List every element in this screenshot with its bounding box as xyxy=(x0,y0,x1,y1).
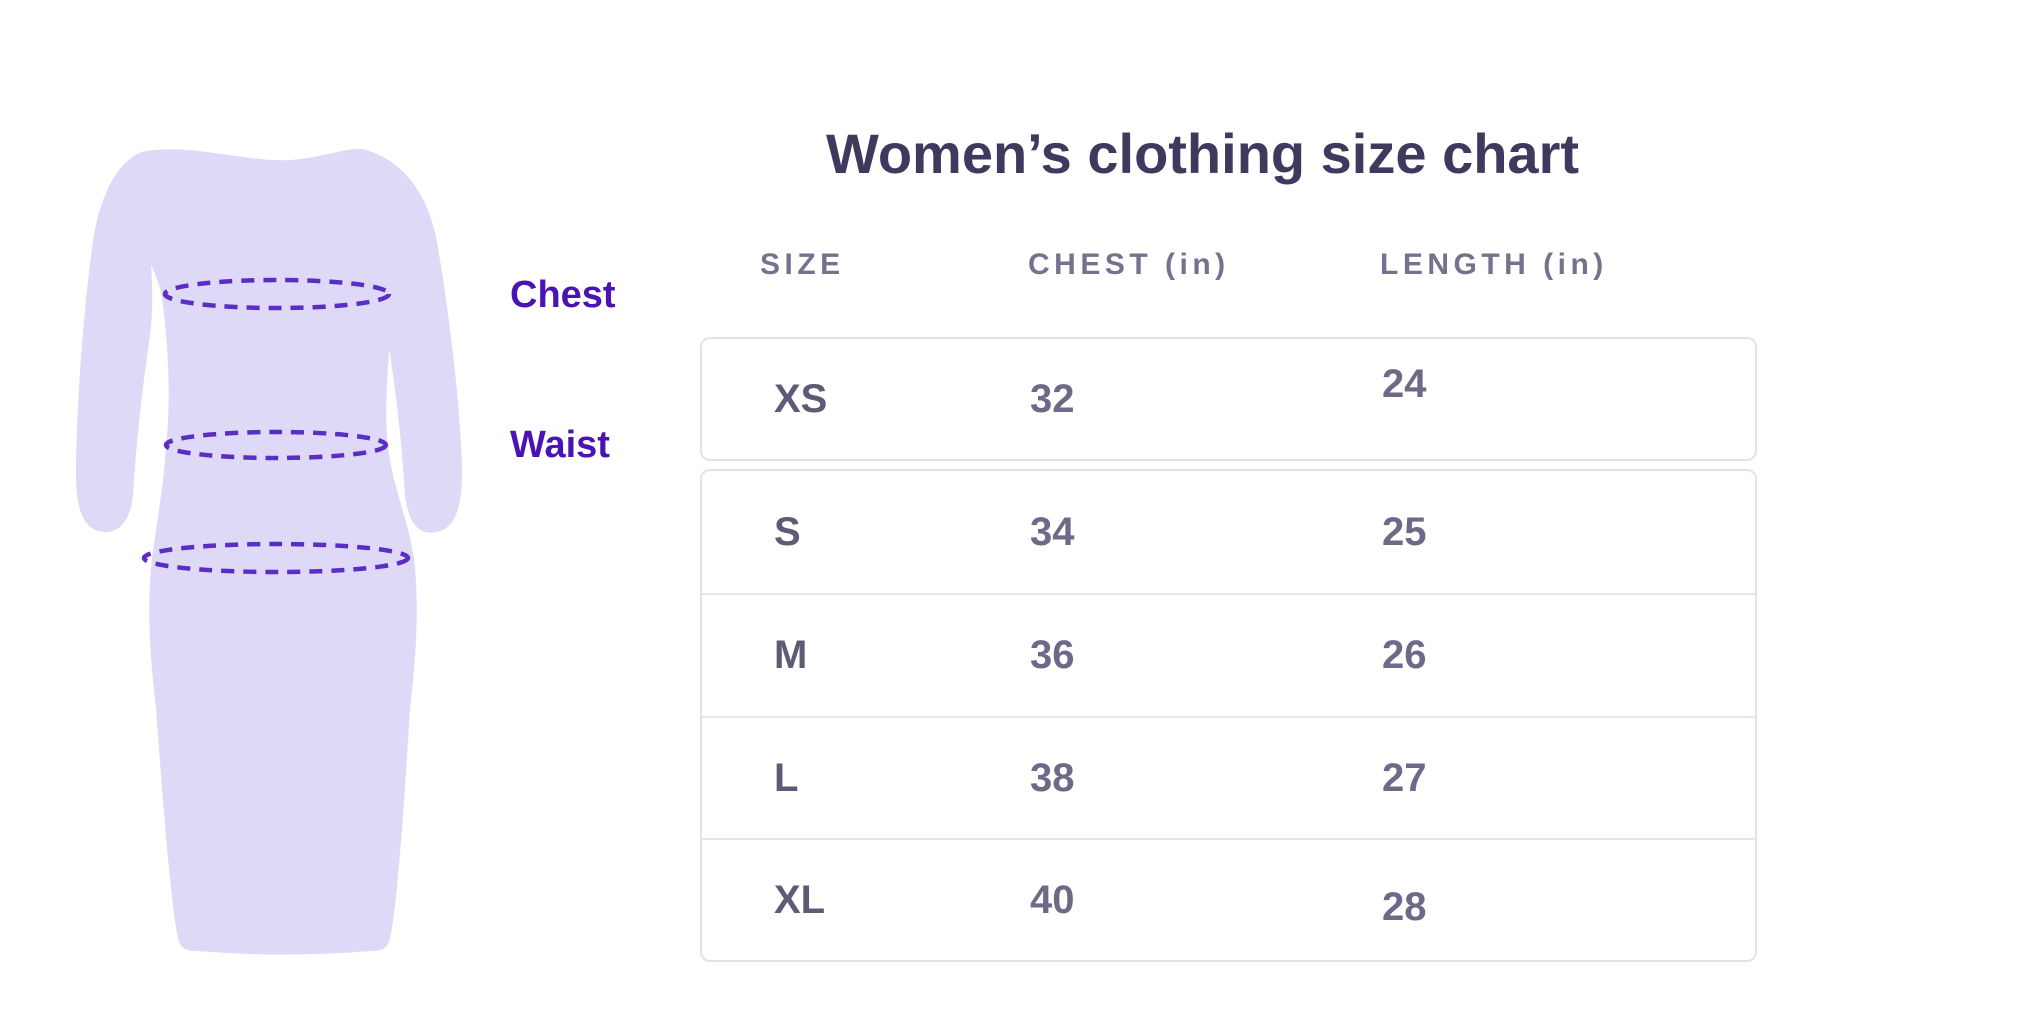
column-header-length: LENGTH (in) xyxy=(1380,248,1608,281)
size-card-xs: XS 32 24 xyxy=(700,337,1757,461)
waist-label: Waist xyxy=(510,424,610,466)
chest-measure-ellipse xyxy=(162,277,392,311)
size-cell: XL xyxy=(774,877,826,922)
length-cell: 28 xyxy=(1382,884,1427,929)
size-cell: S xyxy=(774,510,801,555)
dress-left-sleeve xyxy=(75,152,153,533)
table-row: XS 32 24 xyxy=(702,339,1755,459)
table-header-row: SIZE CHEST (in) LENGTH (in) xyxy=(700,250,1757,280)
chest-cell: 32 xyxy=(1030,377,1075,421)
hip-measure-ellipse xyxy=(141,541,411,575)
length-cell: 24 xyxy=(1382,362,1427,406)
column-header-size: SIZE xyxy=(760,248,845,281)
table-row: XL 40 28 xyxy=(702,837,1755,960)
waist-measure-ellipse xyxy=(163,429,389,461)
size-cell: M xyxy=(774,633,808,678)
chest-cell: 36 xyxy=(1030,633,1075,678)
size-cell: L xyxy=(774,755,799,800)
dress-body xyxy=(124,149,431,955)
column-header-chest: CHEST (in) xyxy=(1028,248,1230,281)
size-cell: XS xyxy=(774,377,828,421)
dress-illustration xyxy=(75,149,463,955)
length-cell: 26 xyxy=(1382,633,1427,678)
page-title: Women’s clothing size chart xyxy=(825,122,1580,185)
table-row: M 36 26 xyxy=(702,593,1755,715)
length-cell: 27 xyxy=(1382,755,1427,800)
length-cell: 25 xyxy=(1382,510,1427,555)
table-row: L 38 27 xyxy=(702,715,1755,838)
chest-cell: 38 xyxy=(1030,755,1075,800)
chest-cell: 40 xyxy=(1030,877,1075,922)
table-row: S 34 25 xyxy=(702,471,1755,593)
chest-cell: 34 xyxy=(1030,510,1075,555)
size-card-s-to-xl: S 34 25 M 36 26 L 38 27 XL 40 28 xyxy=(700,469,1757,962)
chest-label: Chest xyxy=(510,274,616,316)
